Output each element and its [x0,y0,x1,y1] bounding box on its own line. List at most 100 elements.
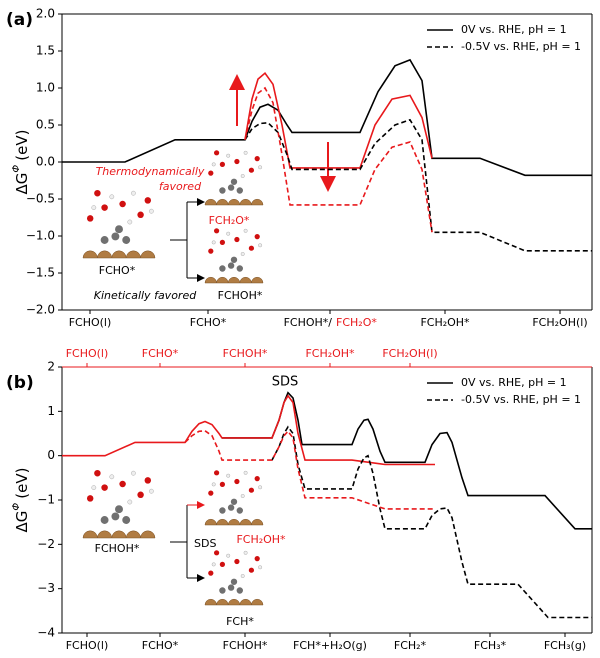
carbon-atom [236,587,243,594]
annotation: SDS [194,537,216,550]
species-label: FCH* [226,615,254,628]
surface-atom [251,598,264,606]
surface-atom [216,198,229,206]
oxygen-atom [213,150,220,156]
y-label-sup: Φ [11,503,22,511]
hydrogen-atom [109,194,115,200]
oxygen-atom [208,490,214,496]
legend-label: -0.5V vs. RHE, pH = 1 [461,40,581,53]
y-label-main: ΔG [13,173,31,195]
hydrogen-atom [258,485,263,490]
species-label: FCHO* [99,264,136,277]
oxygen-atom [94,189,101,197]
surface-atom [239,518,252,526]
oxygen-atom [208,248,214,254]
oxygen-atom [137,491,144,499]
y-label-unit: (eV) [13,468,31,499]
x-tick-label: FCHOH* [223,639,268,652]
hydrogen-atom [226,473,231,478]
surface-atom [82,530,98,539]
surface-atom [216,598,229,606]
y-tick-label: 2 [47,360,55,374]
surface-atom [140,530,156,539]
carbon-atom [100,516,109,524]
oxygen-atom [208,570,214,576]
carbon-atom [230,178,238,185]
carbon-atom [115,505,123,514]
surface-atom [204,518,217,526]
carbon-atom [100,236,109,244]
oxygen-atom [101,204,108,211]
surface-atom [111,530,127,539]
molecule-illustration [204,228,264,284]
surface-atom [251,276,264,284]
y-tick-label: −3 [37,581,55,595]
annotation: SDS [272,375,299,390]
hydrogen-atom [243,470,248,475]
x2-tick-label: FCHO* [142,347,179,360]
legend-label: -0.5V vs. RHE, pH = 1 [461,393,581,406]
surface-atom [239,198,252,206]
surface-atom [239,598,252,606]
hydrogen-atom [91,205,97,210]
carbon-atom [227,504,235,511]
x2-tick-label: FCHOH* [223,347,268,360]
surface-atom [97,530,113,539]
hydrogen-atom [258,565,263,570]
oxygen-atom [219,161,226,168]
legend-label: 0V vs. RHE, pH = 1 [461,376,567,389]
y-tick-label: 1.0 [36,81,55,95]
hydrogen-atom [131,190,136,196]
carbon-atom [227,262,235,269]
hydrogen-atom [243,550,248,555]
x-tick-label: FCHO(l) [66,639,109,652]
carbon-atom [219,507,226,514]
x-tick-label: FCH₃* [474,639,507,652]
energy-profile [244,72,433,169]
y-tick-label: −2 [37,537,55,551]
energy-profile [184,429,435,510]
carbon-atom [219,265,226,272]
hydrogen-atom [211,482,216,487]
carbon-atom [111,512,120,521]
oxygen-atom [219,481,226,488]
surface-atom [227,518,241,526]
oxygen-atom [248,245,255,251]
y-tick-label: −4 [37,626,55,640]
annotation: favored [159,180,202,193]
oxygen-atom [119,200,126,208]
hydrogen-atom [109,474,115,480]
y-tick-label: 0.0 [36,155,55,169]
molecule-illustration [204,550,264,606]
oxygen-atom [94,469,101,477]
oxygen-atom [86,215,94,222]
oxygen-atom [234,236,240,243]
oxygen-atom [137,211,144,219]
carbon-atom [227,184,235,191]
x-tick-label: FCH₂OH(l) [532,316,587,329]
branch-line [170,505,188,578]
carbon-atom [111,232,120,241]
x-tick-label: FCH₂OH* [420,316,470,329]
carbon-atom [230,578,238,585]
hydrogen-atom [149,488,154,494]
surface-atom [239,276,252,284]
hydrogen-atom [243,150,248,155]
x2-tick-label: FCHO(l) [66,347,109,360]
oxygen-atom [254,555,260,562]
carbon-atom [227,584,235,591]
y-axis-label: ΔGΦ (eV) [11,130,31,195]
species-label: FCHOH* [218,289,263,302]
oxygen-atom [234,558,240,565]
oxygen-atom [248,567,255,573]
hydrogen-atom [91,485,97,490]
x-tick-label: FCH*+H₂O(g) [293,639,367,652]
hydrogen-atom [240,494,245,498]
x2-tick-label: FCH₂OH(l) [382,347,437,360]
surface-atom [97,250,113,259]
y-tick-label: −1.5 [26,266,55,280]
y-tick-label: −1 [37,493,55,507]
legend-label: 0V vs. RHE, pH = 1 [461,23,567,36]
molecule-illustration [82,189,156,259]
molecule-illustration [204,150,264,206]
